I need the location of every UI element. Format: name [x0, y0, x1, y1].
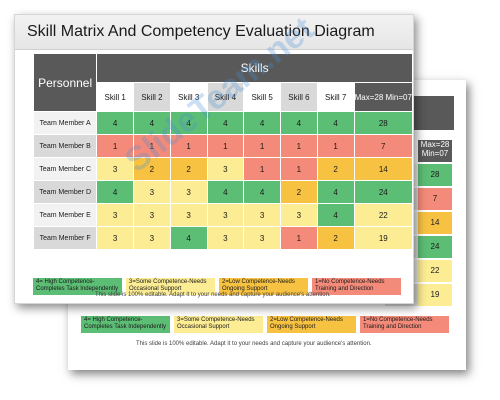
- table-row: Team Member F 3 3 4 3 3 1 2 19: [32, 226, 414, 250]
- table-row: Team Member A 4 4 4 4 4 4 4 28: [32, 111, 414, 135]
- total-cell: 7: [353, 134, 414, 158]
- score-cell: 4: [316, 203, 355, 227]
- total-cell: 22: [353, 203, 414, 227]
- score-cell: 4: [206, 180, 245, 204]
- score-cell: 1: [133, 134, 171, 158]
- score-cell: 3: [133, 226, 171, 250]
- legend-item: 2=Low Competence-Needs Ongoing Support: [219, 278, 308, 295]
- table-row: Team Member C 3 2 2 3 1 1 2 14: [32, 157, 414, 181]
- score-cell: 4: [96, 180, 135, 204]
- back-total-cell: 7: [418, 188, 452, 210]
- front-legend: 4= High Competence-Completes Task Indepe…: [33, 278, 401, 295]
- score-cell: 4: [316, 111, 355, 135]
- skill-column-header: Skill 7: [316, 82, 355, 112]
- score-cell: 4: [169, 226, 208, 250]
- score-cell: 3: [280, 203, 318, 227]
- max-min-header: Max=28 Min=07: [353, 82, 414, 112]
- score-cell: 3: [96, 157, 135, 181]
- back-total-cell: 24: [418, 236, 452, 258]
- total-cell: 19: [353, 226, 414, 250]
- team-member-label: Team Member E: [32, 203, 98, 227]
- score-cell: 4: [96, 111, 135, 135]
- score-cell: 1: [169, 134, 208, 158]
- score-cell: 2: [169, 157, 208, 181]
- skill-column-header: Skill 1: [96, 82, 135, 112]
- back-legend: 4= High Competence-Completes Task Indepe…: [81, 316, 449, 333]
- score-cell: 3: [206, 226, 245, 250]
- score-cell: 1: [280, 134, 318, 158]
- back-total-cell: 22: [418, 260, 452, 282]
- score-cell: 4: [206, 111, 245, 135]
- score-cell: 3: [169, 180, 208, 204]
- score-cell: 3: [206, 157, 245, 181]
- team-member-label: Team Member F: [32, 226, 98, 250]
- team-member-label: Team Member A: [32, 111, 98, 135]
- legend-item: 4= High Competence-Completes Task Indepe…: [81, 316, 170, 333]
- score-cell: 1: [206, 134, 245, 158]
- back-total-cell: 19: [418, 284, 452, 306]
- score-cell: 2: [316, 226, 355, 250]
- back-total-cell: 28: [418, 164, 452, 186]
- score-cell: 4: [316, 180, 355, 204]
- score-cell: 1: [243, 157, 282, 181]
- total-cell: 24: [353, 180, 414, 204]
- score-cell: 1: [316, 134, 355, 158]
- table-row: Team Member D 4 3 3 4 4 2 4 24: [32, 180, 414, 204]
- back-footnote: This slide is 100% editable. Adapt it to…: [136, 341, 372, 347]
- legend-item: 3=Some Competence-Needs Occasional Suppo…: [174, 316, 263, 333]
- score-cell: 2: [133, 157, 171, 181]
- score-cell: 1: [280, 226, 318, 250]
- back-maxmin-header: Max=28 Min=07: [418, 140, 452, 162]
- score-cell: 4: [280, 111, 318, 135]
- score-cell: 4: [169, 111, 208, 135]
- legend-item: 1=No Competence-Needs Training and Direc…: [312, 278, 401, 295]
- skills-header: Skills: [96, 53, 413, 83]
- team-member-label: Team Member D: [32, 180, 98, 204]
- score-cell: 3: [133, 203, 171, 227]
- score-cell: 1: [280, 157, 318, 181]
- score-cell: 1: [243, 134, 282, 158]
- personnel-header: Personnel: [32, 53, 98, 112]
- score-cell: 3: [169, 203, 208, 227]
- legend-item: 2=Low Competence-Needs Ongoing Support: [267, 316, 356, 333]
- legend-item: 4= High Competence-Completes Task Indepe…: [33, 278, 122, 295]
- score-cell: 4: [243, 180, 282, 204]
- table-row: Team Member E 3 3 3 3 3 3 4 22: [32, 203, 414, 227]
- slide-title: Skill Matrix And Competency Evaluation D…: [27, 23, 375, 40]
- skill-column-header: Skill 4: [206, 82, 245, 112]
- title-bar: Skill Matrix And Competency Evaluation D…: [15, 15, 413, 50]
- legend-item: 3=Some Competence-Needs Occasional Suppo…: [126, 278, 215, 295]
- score-cell: 1: [96, 134, 135, 158]
- total-cell: 14: [353, 157, 414, 181]
- skill-column-header: Skill 5: [243, 82, 282, 112]
- team-member-label: Team Member B: [32, 134, 98, 158]
- legend-item: 1=No Competence-Needs Training and Direc…: [360, 316, 449, 333]
- skill-matrix-table: Personnel Skills Skill 1 Skill 2 Skill 3 Skil…: [32, 53, 414, 250]
- team-member-label: Team Member C: [32, 157, 98, 181]
- skill-column-header: Skill 6: [280, 82, 318, 112]
- front-slide: Skill Matrix And Competency Evaluation D…: [14, 14, 414, 304]
- score-cell: 3: [206, 203, 245, 227]
- score-cell: 4: [133, 111, 171, 135]
- score-cell: 3: [243, 226, 282, 250]
- skill-column-header: Skill 3: [169, 82, 208, 112]
- skill-column-header: Skill 2: [133, 82, 171, 112]
- total-cell: 28: [353, 111, 414, 135]
- score-cell: 3: [133, 180, 171, 204]
- score-cell: 3: [96, 226, 135, 250]
- back-total-cell: 14: [418, 212, 452, 234]
- front-footnote: This slide is 100% editable. Adapt it to…: [95, 292, 331, 298]
- score-cell: 3: [243, 203, 282, 227]
- score-cell: 2: [316, 157, 355, 181]
- score-cell: 3: [96, 203, 135, 227]
- score-cell: 2: [280, 180, 318, 204]
- score-cell: 4: [243, 111, 282, 135]
